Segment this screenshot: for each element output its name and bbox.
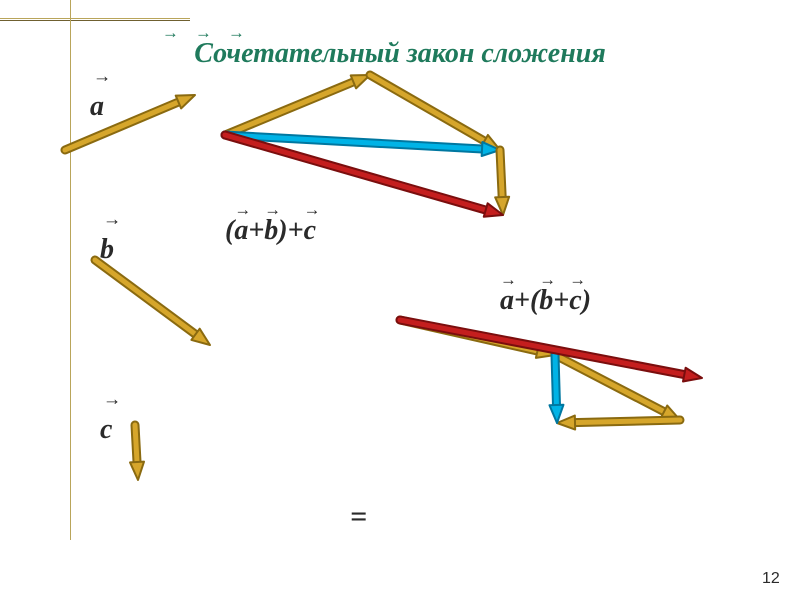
page-number: 12 [762, 570, 780, 588]
vector-diagram [0, 0, 800, 600]
